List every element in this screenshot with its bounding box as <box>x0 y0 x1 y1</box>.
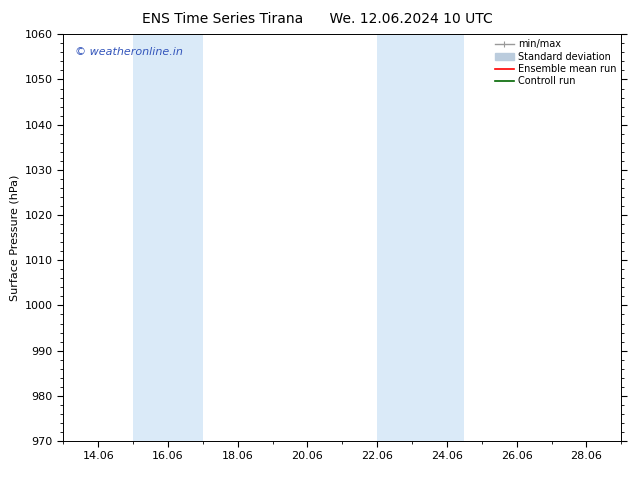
Legend: min/max, Standard deviation, Ensemble mean run, Controll run: min/max, Standard deviation, Ensemble me… <box>493 37 618 88</box>
Bar <box>377 34 464 441</box>
Text: ENS Time Series Tirana      We. 12.06.2024 10 UTC: ENS Time Series Tirana We. 12.06.2024 10… <box>141 12 493 26</box>
Bar <box>133 34 203 441</box>
Text: © weatheronline.in: © weatheronline.in <box>75 47 183 56</box>
Y-axis label: Surface Pressure (hPa): Surface Pressure (hPa) <box>10 174 19 301</box>
